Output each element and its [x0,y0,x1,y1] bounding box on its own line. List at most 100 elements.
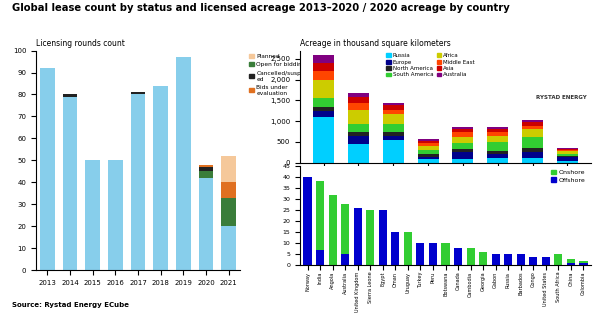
Bar [452,143,473,149]
Bar [176,57,191,270]
Bar [154,86,168,270]
Bar [567,259,575,263]
Bar [557,148,578,149]
Bar [221,156,236,182]
Legend: Planned, Open for bidding, Cancelled/suspend
ed, Bids under
evaluation: Planned, Open for bidding, Cancelled/sus… [247,51,314,98]
Bar [108,161,122,270]
Bar [131,94,145,270]
Bar [418,139,439,141]
Bar [341,204,349,254]
Bar [487,143,508,151]
Bar [452,149,473,152]
Bar [313,98,334,107]
Bar [522,119,543,122]
Bar [522,137,543,148]
Bar [313,63,334,71]
Bar [557,149,578,150]
Bar [517,254,525,265]
Bar [316,250,324,265]
Bar [479,252,487,265]
Bar [557,151,578,154]
Text: Acreage in thousand square kilometers: Acreage in thousand square kilometers [300,40,451,48]
Bar [329,195,337,265]
Bar [452,137,473,143]
Bar [383,124,404,132]
Bar [429,243,437,265]
Bar [452,129,473,132]
Bar [62,97,77,270]
Bar [418,156,439,159]
Bar [557,157,578,161]
Bar [522,126,543,129]
Bar [452,127,473,129]
Bar [404,232,412,265]
Bar [391,232,400,265]
Bar [557,161,578,163]
Bar [62,94,77,97]
Bar [131,92,145,94]
Bar [383,103,404,106]
Bar [348,136,369,144]
Bar [348,110,369,124]
Bar [554,254,562,265]
Bar [383,106,404,110]
Bar [199,178,214,270]
Bar [353,208,362,265]
Bar [557,156,578,157]
Bar [467,248,475,265]
Bar [199,171,214,178]
Bar [487,132,508,136]
Bar [529,257,538,265]
Bar [348,124,369,132]
Bar [348,93,369,97]
Bar [383,110,404,114]
Bar [418,155,439,156]
Legend: Onshore, Offshore: Onshore, Offshore [548,167,588,185]
Bar [491,254,500,265]
Bar [487,154,508,158]
Bar [487,136,508,143]
Bar [199,165,214,167]
Bar [379,210,387,265]
Bar [567,263,575,265]
Bar [522,152,543,158]
Bar [418,141,439,143]
Bar [522,122,543,126]
Text: Licensing rounds count: Licensing rounds count [36,40,125,48]
Bar [454,248,462,265]
Bar [452,152,473,159]
Bar [504,254,512,265]
Bar [383,140,404,163]
Bar [341,254,349,265]
Text: Global lease count by status and licensed acreage 2013–2020 / 2020 acreage by co: Global lease count by status and license… [12,3,510,13]
Bar [418,150,439,155]
Bar [487,127,508,129]
Bar [40,68,55,270]
Bar [383,136,404,140]
Bar [542,257,550,265]
Bar [580,263,587,265]
Bar [221,226,236,270]
Bar [418,159,439,163]
Bar [442,243,449,265]
Bar [304,177,311,265]
Bar [383,114,404,124]
Text: Source: Rystad Energy ECube: Source: Rystad Energy ECube [12,302,129,308]
Bar [313,71,334,80]
Bar [366,210,374,265]
Bar [452,159,473,163]
Bar [522,129,543,137]
Bar [348,144,369,163]
Bar [221,198,236,226]
Bar [313,111,334,117]
Bar [416,243,424,265]
Bar [487,129,508,132]
Bar [348,97,369,103]
Bar [348,103,369,110]
Text: RYSTAD ENERGY: RYSTAD ENERGY [536,95,586,100]
Bar [221,182,236,198]
Bar [580,261,587,263]
Bar [522,148,543,152]
Bar [557,150,578,151]
Bar [487,151,508,154]
